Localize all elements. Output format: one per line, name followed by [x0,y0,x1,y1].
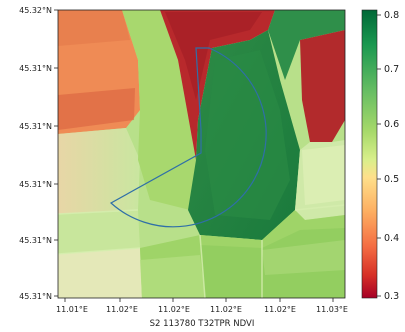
colorbar-tick-label: 0.8 [384,10,399,21]
y-tick-label: 45.31°N [19,292,52,301]
field-left-pale [58,128,140,214]
x-tick-label: 11.02°E [210,305,242,314]
y-tick-label: 45.31°N [19,64,52,73]
y-tick-label: 45.32°N [19,6,52,15]
colorbar-tick-label: 0.7 [384,64,399,75]
field-center-light [122,10,196,210]
map-title: S2 113780 T32TPR NDVI [150,319,255,329]
colorbar-tick-label: 0.3 [384,291,399,302]
map-frame [57,9,346,299]
field-top-right-green [268,10,345,80]
x-tick-label: 11.01°E [56,305,88,314]
y-tick-label: 45.31°N [19,180,52,189]
colorbar-gradient [361,9,378,299]
colorbar-tick-label: 0.6 [384,119,399,130]
y-tick-label: 45.31°N [19,236,52,245]
x-tick-label: 11.03°E [316,305,348,314]
x-axis: 11.01°E 11.02°E 11.02°E 11.02°E 11.02°E … [56,298,348,314]
x-tick-label: 11.02°E [106,305,138,314]
colorbar-tick-label: 0.5 [384,174,399,185]
field-right-red [300,30,345,142]
sector-overlay [109,47,267,228]
x-tick-label: 11.02°E [158,305,190,314]
ndvi-raster [58,10,345,298]
y-axis: 45.32°N 45.31°N 45.31°N 45.31°N 45.31°N … [19,6,58,301]
x-tick-label: 11.02°E [264,305,296,314]
colorbar: 0.8 0.7 0.6 0.5 0.4 0.3 [361,9,399,302]
colorbar-tick-label: 0.4 [384,233,399,244]
y-tick-label: 45.31°N [19,122,52,131]
